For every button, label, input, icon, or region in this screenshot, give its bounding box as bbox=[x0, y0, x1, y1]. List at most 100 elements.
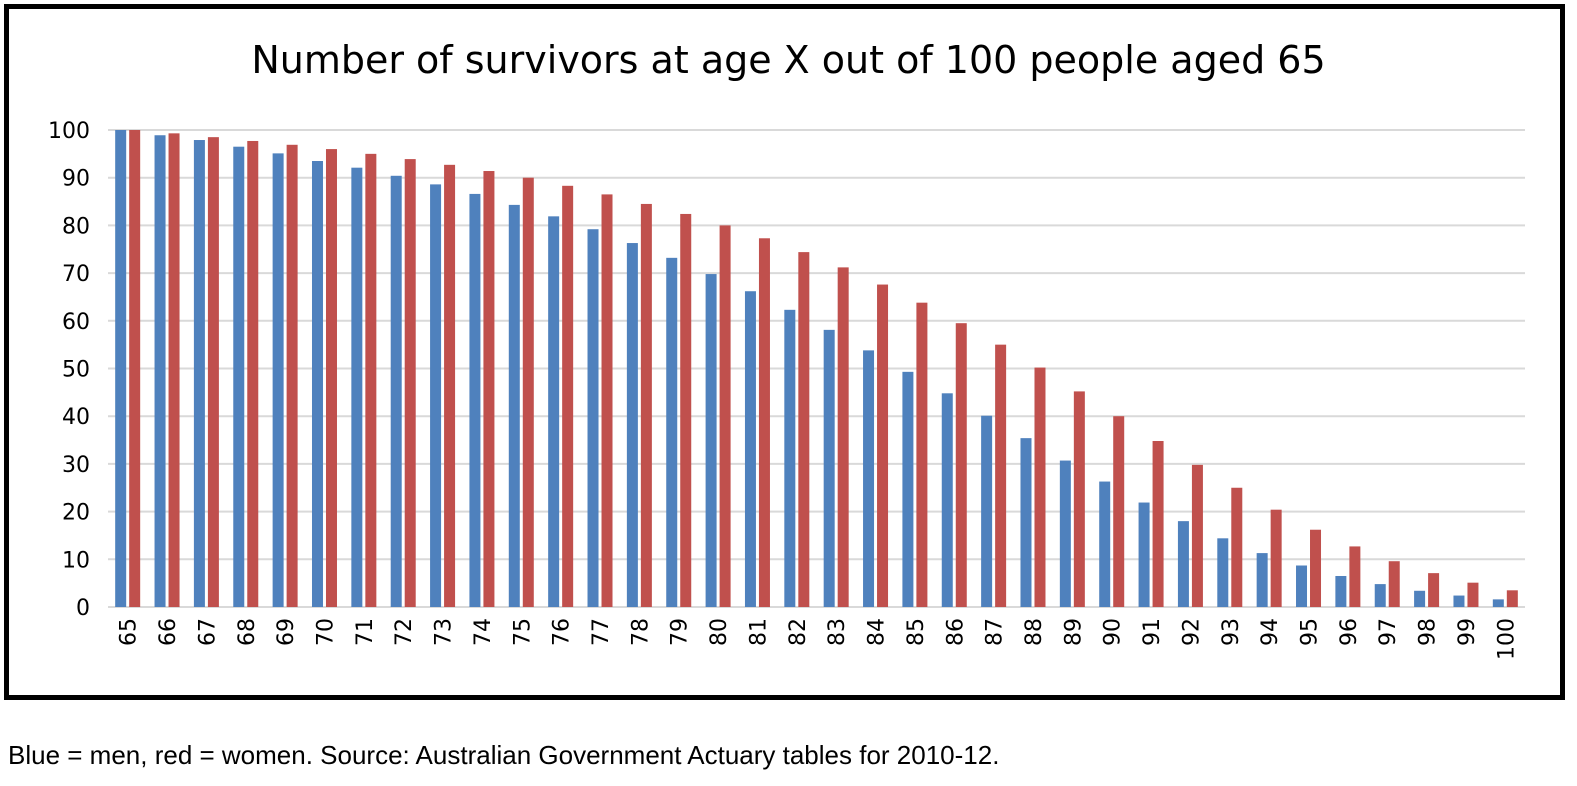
x-tick-label: 78 bbox=[628, 618, 653, 646]
y-tick-label: 100 bbox=[48, 119, 90, 144]
bar-women-84 bbox=[877, 284, 889, 607]
x-tick-label: 94 bbox=[1258, 618, 1283, 646]
x-tick-label: 87 bbox=[983, 618, 1008, 646]
bar-men-84 bbox=[863, 350, 875, 607]
y-tick-label: 40 bbox=[62, 405, 90, 430]
x-tick-label: 80 bbox=[707, 618, 732, 646]
bar-men-90 bbox=[1099, 481, 1111, 607]
x-tick-label: 99 bbox=[1455, 618, 1480, 646]
bar-men-82 bbox=[784, 309, 796, 607]
bar-men-81 bbox=[744, 291, 756, 607]
x-tick-label: 81 bbox=[746, 618, 771, 646]
bar-women-94 bbox=[1270, 509, 1282, 607]
bar-women-88 bbox=[1034, 367, 1046, 607]
bar-men-72 bbox=[390, 175, 402, 608]
bar-men-70 bbox=[311, 161, 323, 607]
bar-men-86 bbox=[941, 393, 953, 607]
bar-men-96 bbox=[1335, 575, 1347, 607]
x-tick-label: 70 bbox=[313, 618, 338, 646]
bar-women-99 bbox=[1467, 582, 1479, 607]
x-tick-label: 83 bbox=[825, 618, 850, 646]
bar-women-76 bbox=[562, 185, 574, 607]
caption: Blue = men, red = women. Source: Austral… bbox=[8, 740, 1000, 770]
bar-women-77 bbox=[601, 194, 613, 607]
bar-men-89 bbox=[1059, 460, 1071, 607]
x-tick-label: 84 bbox=[865, 618, 890, 646]
bar-men-99 bbox=[1453, 595, 1465, 607]
x-tick-label: 90 bbox=[1101, 618, 1126, 646]
bar-women-74 bbox=[483, 171, 495, 607]
bar-women-72 bbox=[404, 159, 416, 608]
bar-women-96 bbox=[1349, 546, 1361, 607]
x-tick-label: 85 bbox=[904, 618, 929, 646]
bar-women-66 bbox=[168, 133, 180, 608]
bar-women-97 bbox=[1388, 561, 1400, 607]
bar-men-65 bbox=[115, 130, 127, 607]
bar-women-92 bbox=[1191, 464, 1203, 607]
x-tick-label: 89 bbox=[1061, 618, 1086, 646]
y-tick-label: 30 bbox=[62, 453, 90, 478]
bar-women-70 bbox=[325, 149, 337, 607]
x-tick-label: 73 bbox=[432, 618, 457, 646]
bar-men-88 bbox=[1020, 438, 1032, 607]
bar-men-100 bbox=[1492, 599, 1504, 607]
y-tick-label: 80 bbox=[62, 214, 90, 239]
x-tick-label: 95 bbox=[1298, 618, 1323, 646]
bar-women-83 bbox=[837, 267, 849, 607]
bar-women-73 bbox=[444, 164, 456, 608]
x-tick-label: 93 bbox=[1219, 618, 1244, 646]
bar-women-68 bbox=[247, 140, 259, 607]
x-tick-label: 77 bbox=[589, 618, 614, 646]
bar-men-94 bbox=[1256, 553, 1268, 607]
bar-men-66 bbox=[154, 135, 166, 607]
x-tick-label: 92 bbox=[1179, 618, 1204, 646]
x-tick-label: 68 bbox=[235, 618, 260, 646]
bar-women-80 bbox=[719, 225, 731, 607]
bar-men-93 bbox=[1217, 538, 1229, 607]
bar-men-80 bbox=[705, 274, 717, 607]
x-tick-label: 74 bbox=[471, 618, 496, 646]
chart-title: Number of survivors at age X out of 100 … bbox=[251, 38, 1326, 82]
y-tick-label: 20 bbox=[62, 501, 90, 526]
y-tick-label: 0 bbox=[76, 596, 90, 621]
x-tick-label: 71 bbox=[353, 618, 378, 646]
bar-men-69 bbox=[272, 153, 284, 608]
bar-women-69 bbox=[286, 144, 298, 608]
bar-women-78 bbox=[640, 203, 652, 607]
y-tick-label: 50 bbox=[62, 358, 90, 383]
x-tick-label: 75 bbox=[510, 618, 535, 646]
x-tick-label: 72 bbox=[392, 618, 417, 646]
bar-men-92 bbox=[1177, 521, 1189, 607]
bar-men-79 bbox=[666, 257, 678, 607]
bar-men-73 bbox=[430, 184, 442, 608]
bar-men-97 bbox=[1374, 584, 1386, 607]
x-tick-label: 66 bbox=[156, 618, 181, 646]
x-tick-label: 76 bbox=[550, 618, 575, 646]
x-tick-label: 67 bbox=[195, 618, 220, 646]
bar-men-67 bbox=[193, 140, 205, 607]
bar-men-98 bbox=[1414, 590, 1426, 607]
x-tick-label: 96 bbox=[1337, 618, 1362, 646]
bar-women-87 bbox=[995, 344, 1007, 607]
x-tick-label: 88 bbox=[1022, 618, 1047, 646]
bar-chart: 0 10 20 30 40 50 60 70 80 90 100 65 66 67 68 69 70 71 72 73… bbox=[48, 119, 1525, 660]
bar-women-90 bbox=[1113, 416, 1125, 607]
x-tick-label: 100 bbox=[1494, 618, 1519, 660]
bar-women-75 bbox=[522, 177, 534, 607]
x-tick-label: 98 bbox=[1416, 618, 1441, 646]
bar-women-93 bbox=[1231, 487, 1243, 607]
x-tick-label: 65 bbox=[117, 618, 142, 646]
bar-women-67 bbox=[207, 137, 219, 607]
bar-women-81 bbox=[758, 238, 770, 608]
bar-men-95 bbox=[1296, 565, 1308, 607]
bar-women-98 bbox=[1428, 573, 1440, 607]
bar-women-91 bbox=[1152, 441, 1164, 607]
bar-men-87 bbox=[981, 415, 993, 607]
y-tick-label: 10 bbox=[62, 548, 90, 573]
bar-men-83 bbox=[823, 329, 835, 607]
x-tick-label: 91 bbox=[1140, 618, 1165, 646]
bar-women-71 bbox=[365, 153, 377, 607]
bar-women-82 bbox=[798, 252, 810, 607]
bar-women-95 bbox=[1310, 529, 1322, 607]
x-tick-label: 97 bbox=[1376, 618, 1401, 646]
